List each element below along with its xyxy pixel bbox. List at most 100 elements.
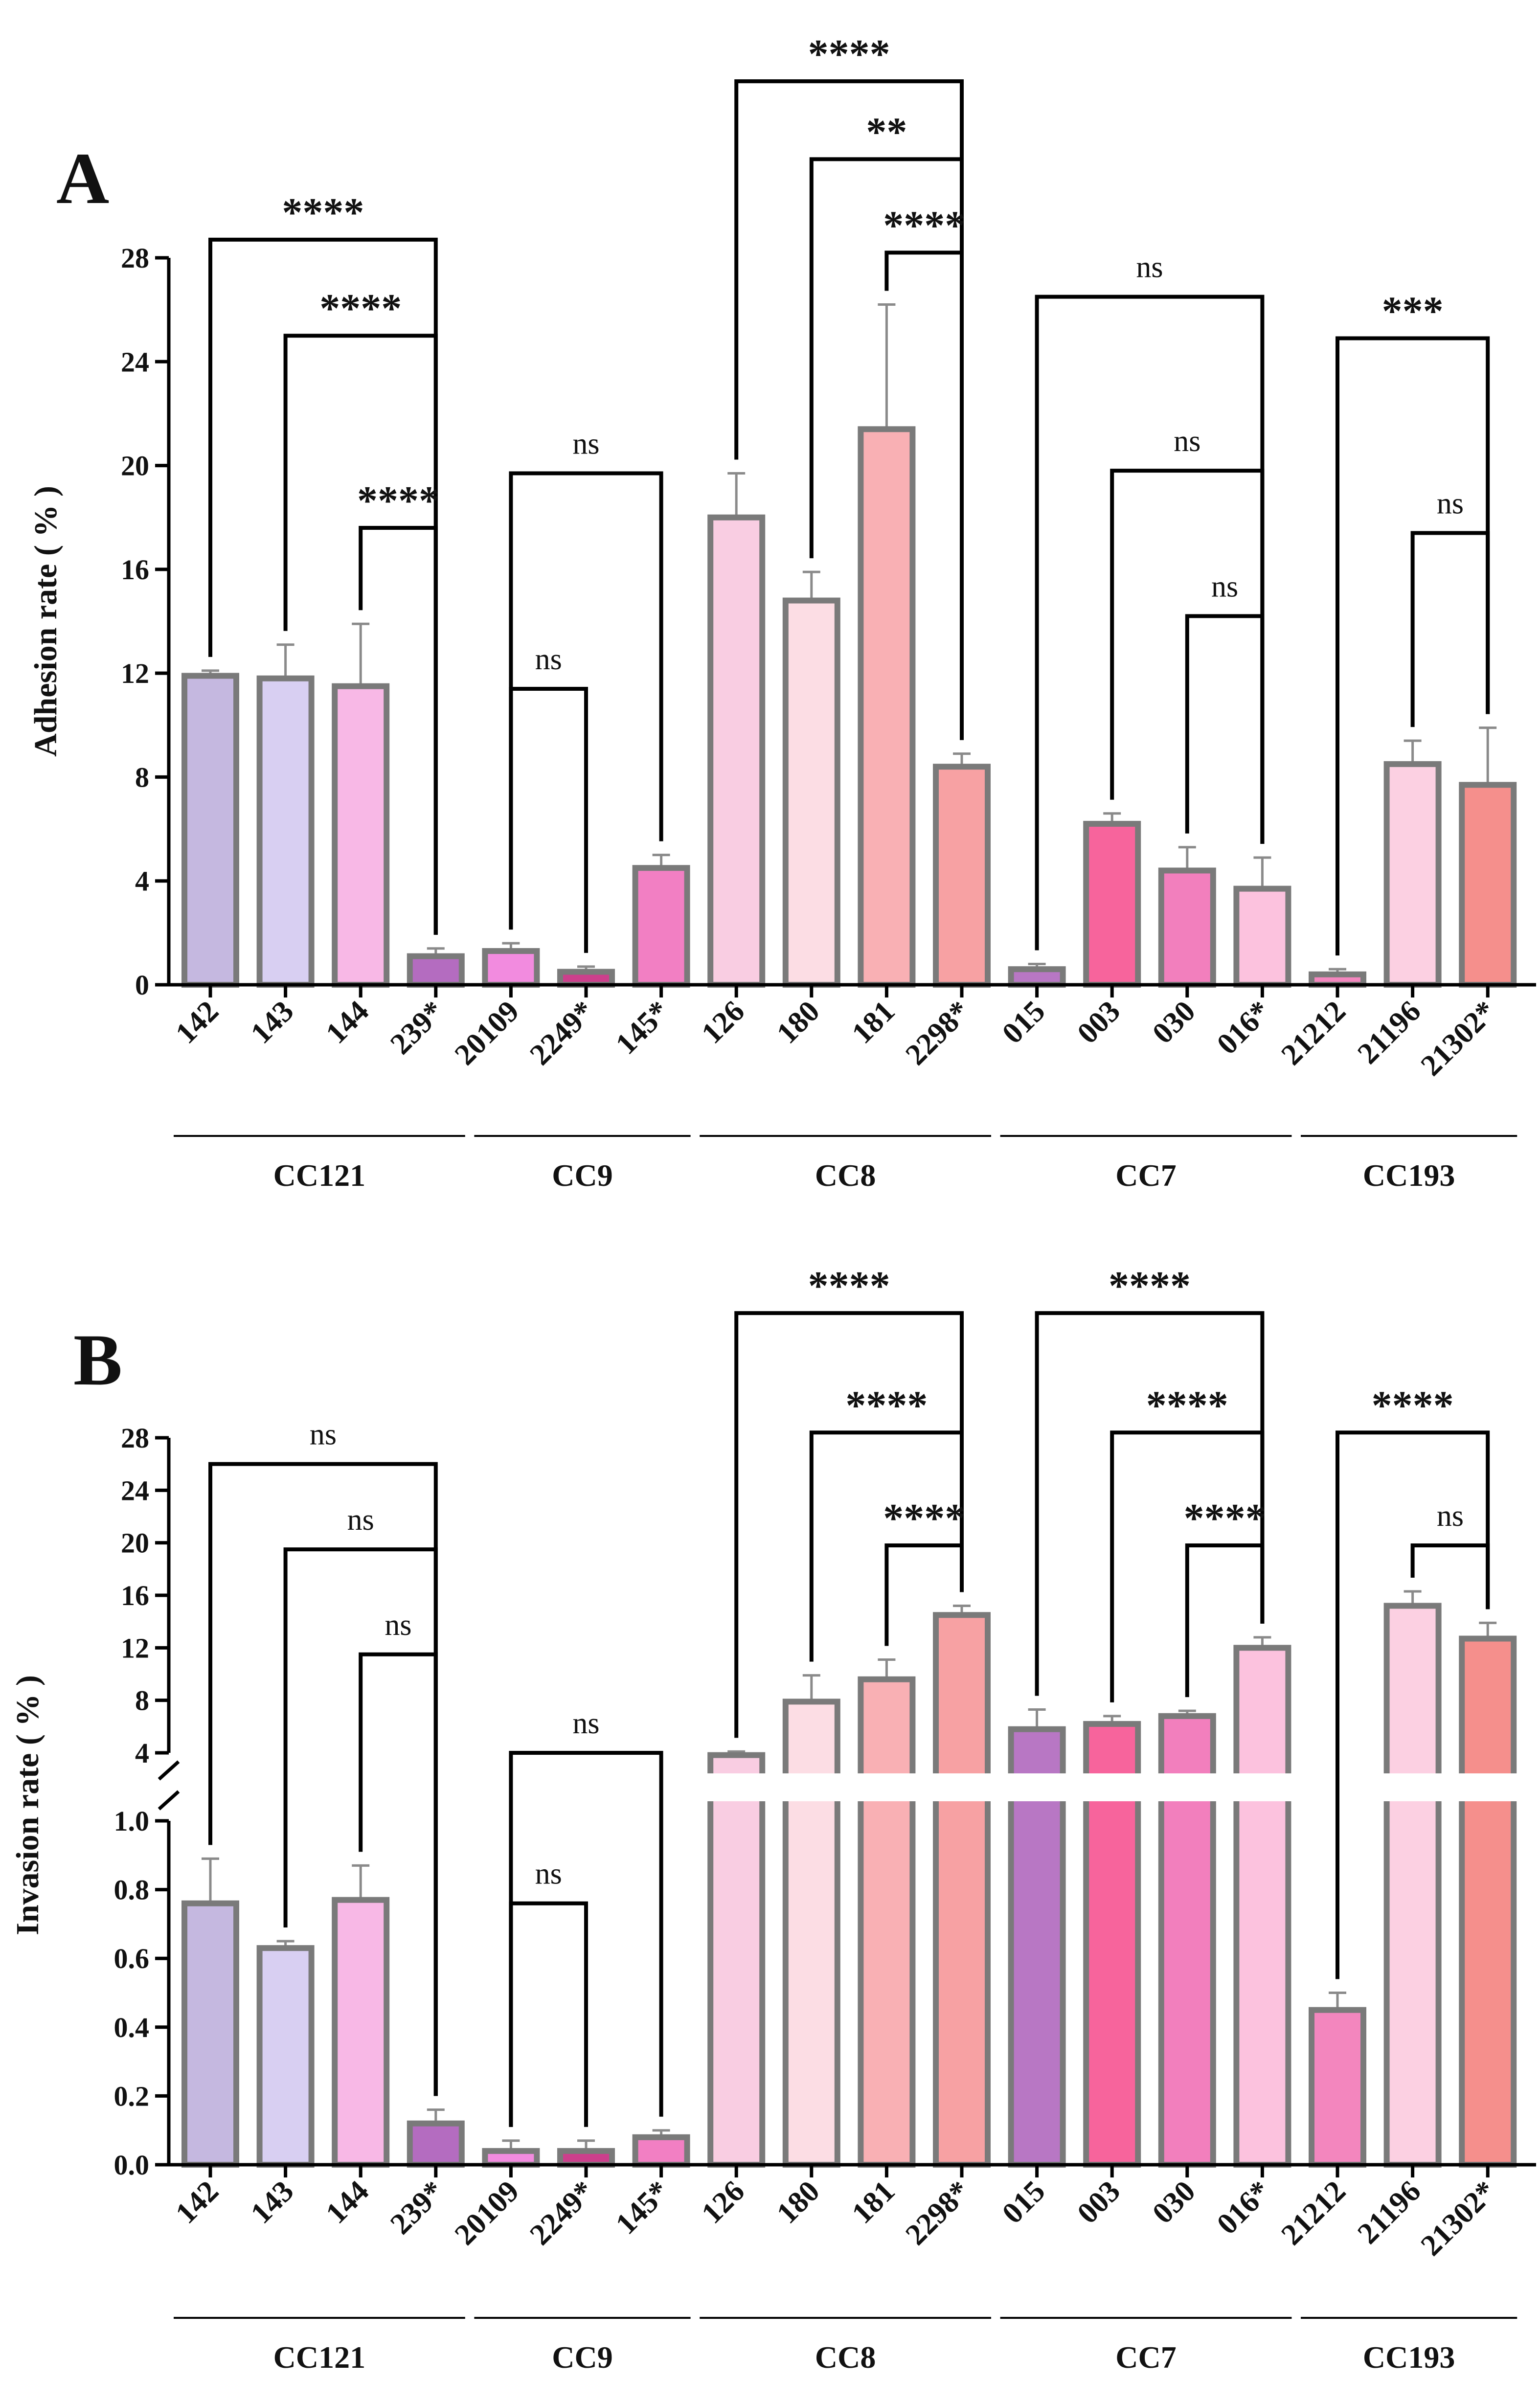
x-tick-label-181: 181 — [845, 995, 901, 1050]
y-tick-label-20: 20 — [121, 1527, 149, 1559]
y-tick-label-0.2: 0.2 — [114, 2080, 150, 2112]
x-tick-label-142: 142 — [169, 2175, 225, 2230]
y-tick-label-12: 12 — [121, 1632, 149, 1664]
bar-016-star — [1236, 889, 1288, 985]
sig-label-21212-vs-21302-star: **** — [1372, 1382, 1454, 1428]
sig-bracket-142-vs-239-star — [210, 240, 436, 935]
sig-label-180-vs-2298-star: ** — [866, 109, 907, 155]
group-label-cc121: CC121 — [273, 2340, 365, 2375]
x-tick-label-2298-star: 2298* — [899, 2175, 976, 2252]
y-tick-label-24: 24 — [121, 346, 149, 378]
x-tick-label-144: 144 — [319, 995, 375, 1050]
sig-label-143-vs-239-star: ns — [347, 1503, 374, 1537]
bar-20109 — [485, 951, 537, 985]
sig-label-144-vs-239-star: ns — [385, 1609, 411, 1642]
sig-label-21212-vs-21302-star: *** — [1382, 289, 1444, 334]
y-tick-label-0.0: 0.0 — [114, 2149, 150, 2181]
bar-016-star — [1236, 1648, 1288, 2165]
group-label-cc193: CC193 — [1363, 1158, 1455, 1193]
x-tick-label-180: 180 — [770, 995, 826, 1050]
bar-239-star — [410, 2124, 462, 2165]
x-tick-label-2249-star: 2249* — [523, 2175, 601, 2252]
x-tick-label-181: 181 — [845, 2175, 901, 2230]
bar-21212 — [1312, 2010, 1363, 2165]
x-tick-label-20109: 20109 — [449, 2175, 526, 2252]
sig-bracket-030-vs-016-star — [1187, 616, 1263, 844]
sig-label-181-vs-2298-star: **** — [883, 203, 965, 248]
bar-2249-star — [560, 2151, 612, 2165]
y-tick-label-0.6: 0.6 — [114, 1943, 150, 1974]
bar-21302-star — [1462, 1639, 1514, 2165]
bar-21196 — [1387, 764, 1439, 985]
bar-143 — [260, 1948, 312, 2165]
sig-label-142-vs-239-star: ns — [310, 1418, 337, 1451]
sig-label-003-vs-016-star: ns — [1174, 425, 1200, 458]
sig-label-143-vs-239-star: **** — [319, 286, 402, 331]
sig-bracket-20109-vs-2249-star — [511, 689, 586, 953]
bar-2249-star — [560, 972, 612, 985]
group-label-cc193: CC193 — [1363, 2340, 1455, 2375]
bar-142 — [184, 676, 236, 985]
x-tick-label-142: 142 — [169, 995, 225, 1050]
bar-145-star — [635, 868, 687, 985]
sig-label-181-vs-2298-star: **** — [883, 1496, 965, 1541]
bar-126 — [710, 518, 762, 985]
bar-142 — [184, 1903, 236, 2165]
x-tick-label-239-star: 239* — [384, 2175, 451, 2241]
sig-label-180-vs-2298-star: **** — [845, 1382, 928, 1428]
x-tick-label-145-star: 145* — [610, 2175, 676, 2241]
x-tick-label-239-star: 239* — [384, 995, 451, 1061]
sig-label-20109-vs-2249-star: ns — [535, 1858, 562, 1891]
x-tick-label-20109: 20109 — [449, 995, 526, 1072]
panel-a-adhesion-chart: A 0481216202428142 143 144 239*201092249* 14… — [28, 31, 1536, 1193]
y-axis-title: Invasion rate ( % ) — [10, 1675, 45, 1935]
sig-label-030-vs-016-star: ns — [1211, 570, 1238, 603]
x-tick-label-016-star: 016* — [1211, 2175, 1277, 2241]
sig-label-015-vs-016-star: **** — [1109, 1263, 1191, 1309]
x-tick-label-143: 143 — [245, 2175, 300, 2230]
y-tick-label-0.8: 0.8 — [114, 1874, 150, 1906]
x-tick-label-21212: 21212 — [1275, 995, 1352, 1072]
bar-239-star — [410, 956, 462, 985]
x-tick-label-016-star: 016* — [1211, 995, 1277, 1061]
sig-label-015-vs-016-star: ns — [1136, 251, 1163, 284]
bar-143 — [260, 679, 312, 985]
y-tick-label-8: 8 — [135, 1685, 149, 1717]
bar-181 — [861, 1679, 912, 2165]
y-tick-label-28: 28 — [121, 1422, 149, 1454]
bar-180 — [786, 1701, 838, 2165]
sig-label-030-vs-016-star: **** — [1184, 1496, 1266, 1541]
sig-bracket-20109-vs-2249-star — [511, 1903, 586, 2127]
bar-003 — [1086, 824, 1138, 985]
x-tick-label-003: 003 — [1071, 2175, 1127, 2230]
x-tick-label-21302-star: 21302* — [1414, 2175, 1502, 2263]
y-tick-label-0: 0 — [135, 969, 149, 1001]
x-tick-label-21212: 21212 — [1275, 2175, 1352, 2252]
y-tick-label-16: 16 — [121, 1580, 149, 1611]
bar-180 — [786, 601, 838, 985]
sig-bracket-015-vs-016-star — [1037, 297, 1263, 951]
sig-label-126-vs-2298-star: **** — [808, 1263, 890, 1309]
group-label-cc9: CC9 — [552, 1158, 612, 1193]
y-axis-title: Adhesion rate ( % ) — [28, 486, 64, 757]
group-label-cc9: CC9 — [552, 2340, 612, 2375]
x-tick-label-126: 126 — [695, 2175, 751, 2230]
y-tick-label-20: 20 — [121, 450, 149, 482]
panel-b-invasion-chart: B 0.0 0.2 0.4 0.6 0.8 1.0 4 8 12 16 20 24 28 142 143 14… — [10, 1263, 1540, 2375]
y-tick-label-8: 8 — [135, 761, 149, 793]
panel-b-letter: B — [73, 1319, 122, 1401]
x-tick-label-144: 144 — [319, 2175, 375, 2230]
y-tick-label-16: 16 — [121, 554, 149, 586]
sig-label-21196-vs-21302-star: ns — [1437, 487, 1464, 521]
x-tick-label-015: 015 — [996, 995, 1052, 1050]
bar-145-star — [635, 2137, 687, 2165]
bar-21302-star — [1462, 785, 1514, 985]
x-tick-label-21302-star: 21302* — [1414, 995, 1502, 1083]
sig-label-20109-vs-145-star: ns — [572, 427, 599, 460]
x-tick-label-145-star: 145* — [610, 995, 676, 1061]
bar-126 — [710, 1755, 762, 2165]
bar-181 — [861, 429, 912, 985]
bar-2298-star — [936, 1615, 988, 2165]
x-tick-label-003: 003 — [1071, 995, 1127, 1050]
y-tick-label-12: 12 — [121, 657, 149, 689]
